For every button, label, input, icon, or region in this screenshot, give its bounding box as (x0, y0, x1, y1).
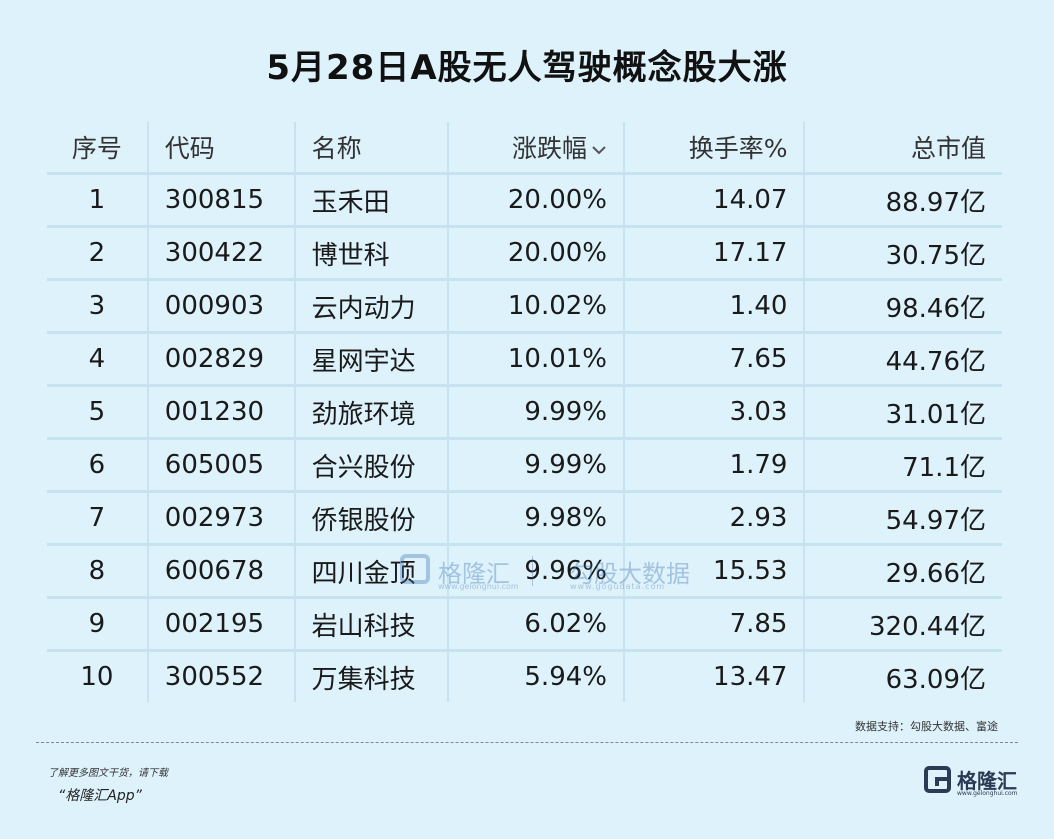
cell-turnover: 1.79 (625, 440, 806, 493)
cell-change: 9.99% (449, 440, 625, 493)
divider (36, 742, 1018, 743)
cell-code: 001230 (148, 387, 296, 440)
cell-code: 000903 (148, 281, 296, 334)
table-row: 10 300552 万集科技 5.94% 13.47 63.09亿 (47, 652, 1002, 702)
cell-market-cap: 31.01亿 (805, 387, 1002, 440)
cell-change: 9.99% (449, 387, 625, 440)
cell-index: 8 (47, 546, 149, 599)
cell-market-cap: 71.1亿 (805, 440, 1002, 493)
col-header-change[interactable]: 涨跌幅 (449, 122, 625, 175)
cell-name: 玉禾田 (295, 175, 450, 228)
table-header-row: 序号 代码 名称 涨跌幅 换手率% 总市值 (47, 122, 1002, 175)
data-source-note: 数据支持：勾股大数据、富途 (855, 720, 998, 733)
cell-code: 300815 (148, 175, 296, 228)
cell-index: 6 (47, 440, 149, 493)
cell-name: 侨银股份 (295, 493, 450, 546)
cell-name: 万集科技 (296, 652, 450, 702)
cell-market-cap: 44.76亿 (805, 334, 1002, 387)
cell-change: 9.98% (449, 493, 625, 546)
table-row: 4 002829 星网宇达 10.01% 7.65 44.76亿 (47, 334, 1002, 387)
cell-name: 合兴股份 (295, 440, 450, 493)
brand-url: www.gelonghui.com (957, 790, 1018, 797)
table-row: 6 605005 合兴股份 9.99% 1.79 71.1亿 (47, 440, 1002, 493)
cell-change: 20.00% (449, 175, 625, 228)
promo-app-name: “格隆汇App” (58, 788, 142, 804)
table-row: 9 002195 岩山科技 6.02% 7.85 320.44亿 (47, 599, 1002, 652)
cell-turnover: 7.65 (625, 334, 806, 387)
cell-turnover: 3.03 (625, 387, 806, 440)
cell-turnover: 13.47 (625, 652, 806, 702)
table-row: 5 001230 劲旅环境 9.99% 3.03 31.01亿 (47, 387, 1002, 440)
cell-code: 002829 (148, 334, 296, 387)
cell-market-cap: 30.75亿 (805, 228, 1002, 281)
cell-index: 1 (47, 175, 149, 228)
cell-index: 5 (47, 387, 149, 440)
brand-name: 格隆汇 (957, 769, 1017, 793)
cell-index: 7 (47, 493, 149, 546)
cell-code: 002195 (148, 599, 296, 652)
chevron-down-icon (592, 146, 606, 155)
cell-name: 四川金顶 (295, 546, 450, 599)
table-row: 8 600678 四川金顶 9.96% 15.53 29.66亿 (47, 546, 1002, 599)
cell-code: 605005 (148, 440, 296, 493)
cell-turnover: 7.85 (625, 599, 806, 652)
col-header-name: 名称 (295, 122, 450, 175)
cell-turnover: 1.40 (625, 281, 806, 334)
cell-market-cap: 88.97亿 (805, 175, 1002, 228)
promo-text: 了解更多图文干货，请下载 (48, 768, 168, 779)
cell-change: 5.94% (449, 652, 625, 702)
cell-code: 600678 (148, 546, 296, 599)
col-header-market-cap: 总市值 (805, 122, 1002, 175)
cell-market-cap: 63.09亿 (885, 664, 986, 695)
col-header-code: 代码 (148, 122, 296, 175)
cell-change: 10.02% (449, 281, 625, 334)
col-header-index: 序号 (47, 122, 149, 175)
cell-code: 300552 (149, 652, 296, 702)
cell-change: 20.00% (449, 228, 625, 281)
cell-change: 9.96% (449, 546, 625, 599)
table-row: 7 002973 侨银股份 9.98% 2.93 54.97亿 (47, 493, 1002, 546)
cell-turnover: 15.53 (625, 546, 806, 599)
cell-name: 劲旅环境 (295, 387, 450, 440)
cell-name: 博世科 (295, 228, 450, 281)
cell-name: 岩山科技 (295, 599, 450, 652)
page-title: 5月28日A股无人驾驶概念股大涨 (266, 48, 788, 88)
cell-name: 星网宇达 (295, 334, 450, 387)
cell-turnover: 14.07 (625, 175, 806, 228)
table-row: 1 300815 玉禾田 20.00% 14.07 88.97亿 (47, 175, 1002, 228)
cell-code: 300422 (148, 228, 296, 281)
table-row: 3 000903 云内动力 10.02% 1.40 98.46亿 (47, 281, 1002, 334)
cell-turnover: 17.17 (625, 228, 806, 281)
cell-index: 3 (47, 281, 149, 334)
cell-index: 2 (47, 228, 149, 281)
cell-change: 6.02% (449, 599, 625, 652)
cell-market-cap: 54.97亿 (805, 493, 1002, 546)
col-header-turnover: 换手率% (625, 122, 806, 175)
cell-market-cap: 29.66亿 (805, 546, 1002, 599)
cell-index: 9 (47, 599, 149, 652)
gelonghui-logo-icon (924, 766, 951, 793)
col-header-change-label: 涨跌幅 (511, 134, 587, 163)
cell-index: 10 (47, 652, 149, 702)
cell-index: 4 (47, 334, 149, 387)
cell-name: 云内动力 (295, 281, 450, 334)
cell-market-cap: 98.46亿 (805, 281, 1002, 334)
cell-change: 10.01% (449, 334, 625, 387)
cell-market-cap: 320.44亿 (805, 599, 1002, 652)
cell-code: 002973 (148, 493, 296, 546)
cell-turnover: 2.93 (625, 493, 806, 546)
stock-table: 序号 代码 名称 涨跌幅 换手率% 总市值 1 300815 玉禾田 20.00% 14… (47, 122, 1002, 702)
table-row: 2 300422 博世科 20.00% 17.17 30.75亿 (47, 228, 1002, 281)
